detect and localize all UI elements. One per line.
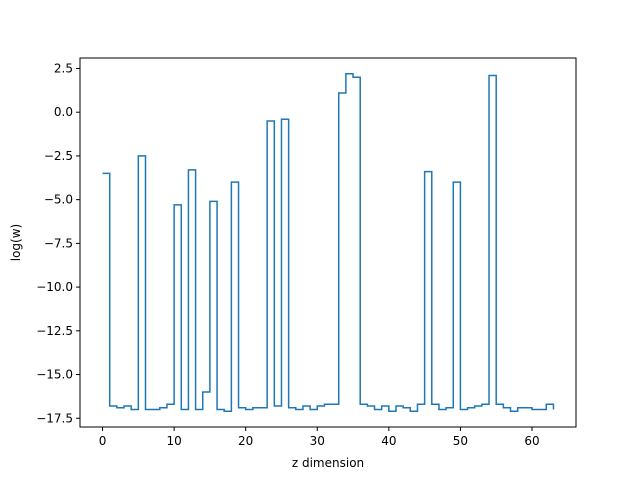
x-tick-label: 10 (166, 434, 181, 448)
y-axis-label: log(w) (9, 224, 23, 261)
y-tick-label: 2.5 (54, 61, 73, 75)
x-tick-label: 0 (99, 434, 107, 448)
y-axis-ticks: −17.5 −15.0 −12.5 −10.0 −7.5 −5.0 −2.5 0.0 2.5 (36, 61, 80, 425)
y-tick-label: −10.0 (36, 280, 73, 294)
y-tick-label: −17.5 (36, 411, 73, 425)
x-tick-label: 20 (238, 434, 253, 448)
y-tick-label: −2.5 (44, 149, 73, 163)
plot-area (80, 58, 576, 427)
y-tick-label: −7.5 (44, 236, 73, 250)
x-tick-label: 50 (453, 434, 468, 448)
y-tick-label: −5.0 (44, 193, 73, 207)
x-tick-label: 40 (381, 434, 396, 448)
series-layer (102, 72, 555, 413)
x-tick-label: 60 (524, 434, 539, 448)
y-tick-label: −15.0 (36, 368, 73, 382)
plot-frame (79, 57, 577, 428)
x-axis-label: z dimension (292, 456, 364, 470)
x-axis-ticks: 0 10 20 30 40 50 60 (99, 427, 540, 448)
series-line (102, 72, 555, 413)
y-tick-label: −12.5 (36, 324, 73, 338)
x-tick-label: 30 (310, 434, 325, 448)
y-tick-label: 0.0 (54, 105, 73, 119)
